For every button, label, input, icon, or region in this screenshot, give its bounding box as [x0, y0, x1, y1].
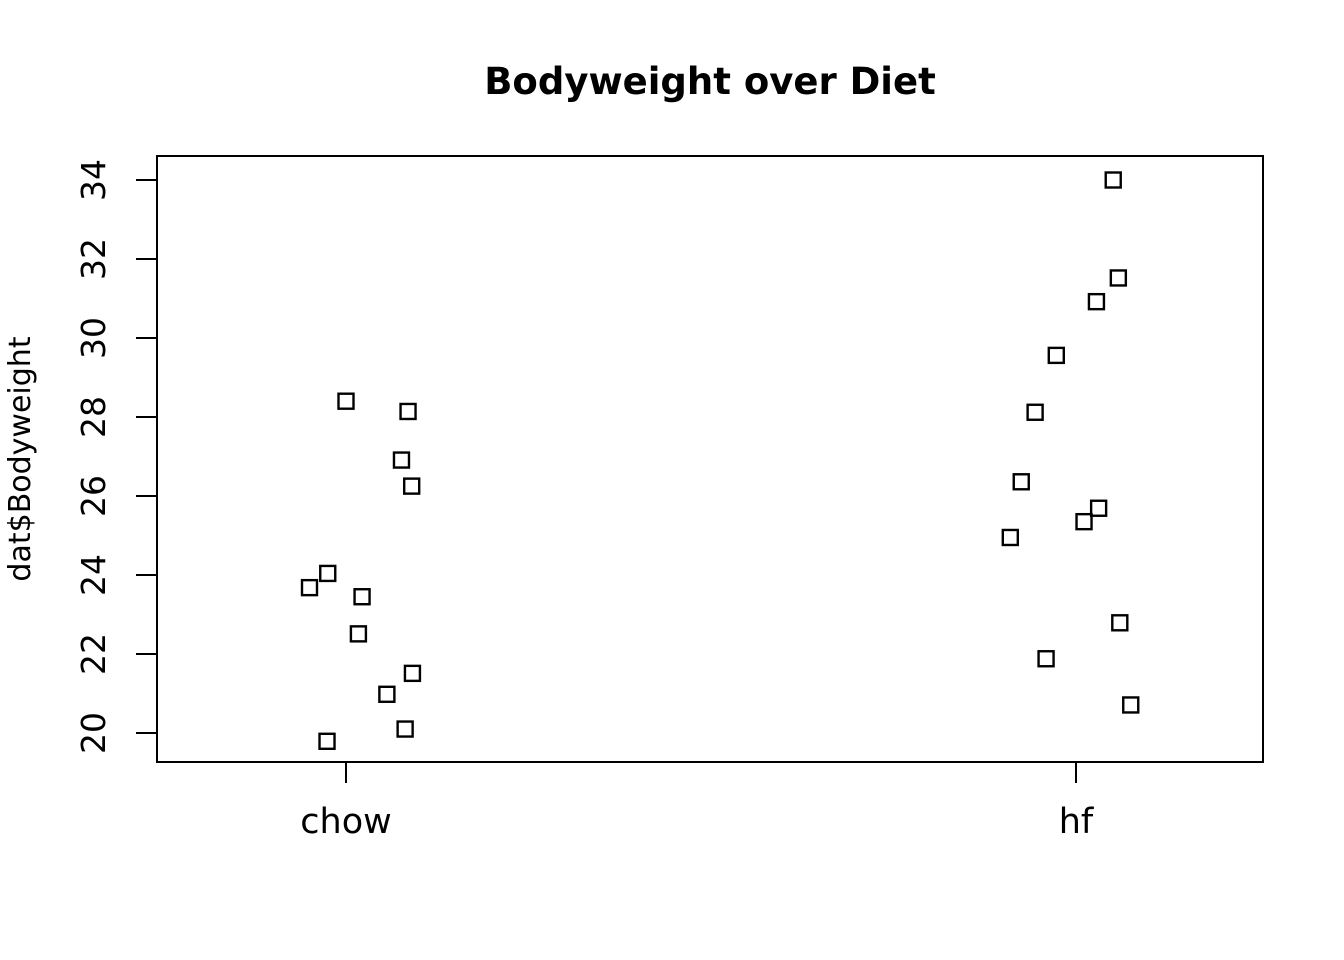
data-point-chow: [300, 578, 319, 597]
data-point-chow: [403, 664, 422, 683]
y-tick-label: 34: [74, 159, 113, 201]
data-point-hf: [1075, 512, 1093, 531]
x-tick-label-chow: chow: [300, 802, 391, 842]
data-point-hf: [1012, 473, 1030, 491]
y-tick-label: 22: [74, 633, 113, 675]
y-tick-label: 24: [74, 554, 113, 596]
data-point-chow: [403, 477, 421, 495]
y-axis-label: dat$Bodyweight: [3, 336, 38, 581]
y-tick-label: 32: [74, 238, 113, 280]
data-point-hf: [1047, 346, 1065, 365]
data-point-hf: [1089, 499, 1108, 517]
data-point-hf: [1111, 614, 1129, 632]
data-point-hf: [1109, 269, 1128, 287]
data-point-hf: [1026, 403, 1044, 421]
data-point-hf: [1087, 292, 1106, 311]
data-point-hf: [1001, 528, 1019, 547]
y-tick-label: 30: [74, 317, 113, 359]
y-tick-label: 26: [74, 475, 113, 517]
y-tick-label: 20: [74, 712, 113, 754]
data-point-chow: [337, 392, 355, 410]
data-point-chow: [318, 732, 336, 750]
data-point-chow: [378, 685, 396, 703]
data-point-chow: [396, 720, 414, 738]
data-points: [300, 171, 1140, 750]
data-point-hf: [1037, 650, 1055, 668]
data-point-chow: [349, 625, 368, 643]
data-point-chow: [399, 402, 417, 421]
data-point-hf: [1104, 171, 1122, 189]
x-tick-label-hf: hf: [1059, 802, 1094, 842]
y-tick-label: 28: [74, 396, 113, 438]
chart-title: Bodyweight over Diet: [484, 60, 936, 103]
y-axis: 20 22 24 26 28 30 32 34: [74, 159, 157, 754]
x-axis: chow hf: [300, 762, 1094, 842]
data-point-chow: [319, 564, 337, 583]
plot-area: [156, 155, 1264, 763]
data-point-hf: [1122, 696, 1140, 714]
data-point-chow: [353, 588, 371, 606]
data-point-chow: [392, 451, 411, 469]
